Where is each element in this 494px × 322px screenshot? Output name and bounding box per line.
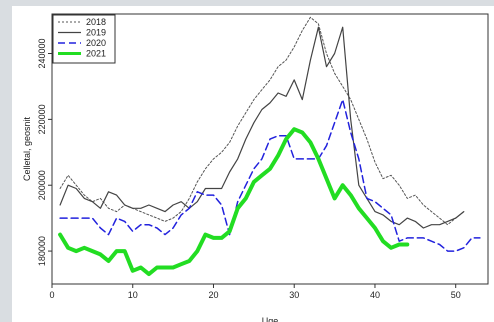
legend-label-2020: 2020 xyxy=(86,38,106,48)
x-tick-label: 30 xyxy=(289,290,299,300)
plot-border xyxy=(51,13,489,285)
x-tick-label: 40 xyxy=(370,290,380,300)
line-chart: 0 10 20 30 40 50 180000 200000 220000 240000 Celle… xyxy=(22,13,489,322)
y-tick-label: 220000 xyxy=(37,104,47,134)
series-line-2020 xyxy=(59,98,481,252)
legend-label-2019: 2019 xyxy=(86,28,106,38)
y-tick-label: 240000 xyxy=(37,38,47,68)
y-axis-title: Celletal, geosnit xyxy=(22,116,32,181)
y-tick-label: 200000 xyxy=(37,170,47,200)
x-axis-title: Uge xyxy=(262,316,279,322)
x-tick-label: 10 xyxy=(128,290,138,300)
series-line-2021 xyxy=(58,127,410,277)
series-line-2018 xyxy=(59,16,465,226)
legend-label-2021: 2021 xyxy=(86,49,106,59)
legend-label-2018: 2018 xyxy=(86,17,106,27)
y-tick-label: 180000 xyxy=(37,236,47,266)
chart-frame: 0 10 20 30 40 50 180000 200000 220000 240000 Celle… xyxy=(12,6,494,322)
series-line-2019 xyxy=(59,26,465,229)
x-tick-label: 0 xyxy=(49,290,54,300)
x-tick-label: 20 xyxy=(208,290,218,300)
legend-box xyxy=(52,14,116,64)
x-tick-label: 50 xyxy=(451,290,461,300)
